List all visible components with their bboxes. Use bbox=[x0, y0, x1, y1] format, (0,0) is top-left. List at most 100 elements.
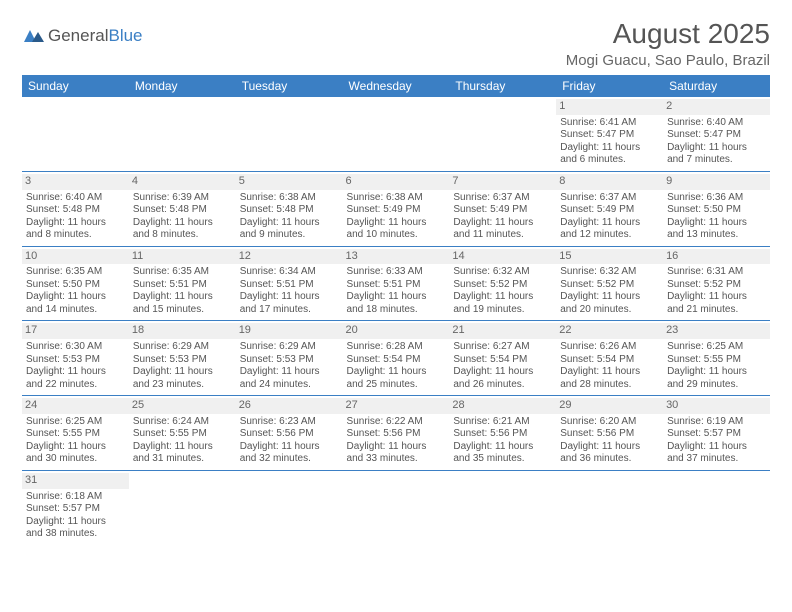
sunrise-text: Sunrise: 6:31 AM bbox=[667, 266, 766, 279]
weekday-header: Tuesday bbox=[236, 75, 343, 97]
calendar-cell: 15Sunrise: 6:32 AMSunset: 5:52 PMDayligh… bbox=[556, 246, 663, 321]
calendar-cell: 30Sunrise: 6:19 AMSunset: 5:57 PMDayligh… bbox=[663, 396, 770, 471]
daylight-text: Daylight: 11 hours and 15 minutes. bbox=[133, 291, 232, 316]
sunset-text: Sunset: 5:54 PM bbox=[453, 354, 552, 367]
logo-word-2: Blue bbox=[108, 26, 142, 45]
calendar-body: 1Sunrise: 6:41 AMSunset: 5:47 PMDaylight… bbox=[22, 97, 770, 545]
day-number: 31 bbox=[22, 473, 129, 489]
sunrise-text: Sunrise: 6:18 AM bbox=[26, 491, 125, 504]
calendar-cell: 4Sunrise: 6:39 AMSunset: 5:48 PMDaylight… bbox=[129, 171, 236, 246]
sunset-text: Sunset: 5:53 PM bbox=[26, 354, 125, 367]
sunrise-text: Sunrise: 6:22 AM bbox=[347, 416, 446, 429]
day-number: 17 bbox=[22, 323, 129, 339]
sunrise-text: Sunrise: 6:32 AM bbox=[560, 266, 659, 279]
day-number: 20 bbox=[343, 323, 450, 339]
sunset-text: Sunset: 5:51 PM bbox=[133, 279, 232, 292]
daylight-text: Daylight: 11 hours and 29 minutes. bbox=[667, 366, 766, 391]
daylight-text: Daylight: 11 hours and 20 minutes. bbox=[560, 291, 659, 316]
sunrise-text: Sunrise: 6:36 AM bbox=[667, 192, 766, 205]
sunset-text: Sunset: 5:53 PM bbox=[240, 354, 339, 367]
calendar-cell: 26Sunrise: 6:23 AMSunset: 5:56 PMDayligh… bbox=[236, 396, 343, 471]
daylight-text: Daylight: 11 hours and 28 minutes. bbox=[560, 366, 659, 391]
calendar-cell: 14Sunrise: 6:32 AMSunset: 5:52 PMDayligh… bbox=[449, 246, 556, 321]
sunset-text: Sunset: 5:51 PM bbox=[240, 279, 339, 292]
calendar-cell: 1Sunrise: 6:41 AMSunset: 5:47 PMDaylight… bbox=[556, 97, 663, 171]
sunrise-text: Sunrise: 6:37 AM bbox=[560, 192, 659, 205]
weekday-header: Saturday bbox=[663, 75, 770, 97]
page-title: August 2025 bbox=[566, 18, 770, 50]
calendar-cell: 7Sunrise: 6:37 AMSunset: 5:49 PMDaylight… bbox=[449, 171, 556, 246]
sunset-text: Sunset: 5:56 PM bbox=[453, 428, 552, 441]
sunset-text: Sunset: 5:50 PM bbox=[26, 279, 125, 292]
day-number: 13 bbox=[343, 249, 450, 265]
sunset-text: Sunset: 5:49 PM bbox=[560, 204, 659, 217]
day-number: 16 bbox=[663, 249, 770, 265]
daylight-text: Daylight: 11 hours and 11 minutes. bbox=[453, 217, 552, 242]
day-number: 12 bbox=[236, 249, 343, 265]
day-number: 18 bbox=[129, 323, 236, 339]
sunrise-text: Sunrise: 6:40 AM bbox=[26, 192, 125, 205]
weekday-row: SundayMondayTuesdayWednesdayThursdayFrid… bbox=[22, 75, 770, 97]
calendar-cell: 5Sunrise: 6:38 AMSunset: 5:48 PMDaylight… bbox=[236, 171, 343, 246]
title-block: August 2025 Mogi Guacu, Sao Paulo, Brazi… bbox=[566, 18, 770, 69]
calendar-head: SundayMondayTuesdayWednesdayThursdayFrid… bbox=[22, 75, 770, 97]
logo-icon bbox=[22, 26, 46, 46]
sunset-text: Sunset: 5:55 PM bbox=[26, 428, 125, 441]
day-number: 7 bbox=[449, 174, 556, 190]
daylight-text: Daylight: 11 hours and 19 minutes. bbox=[453, 291, 552, 316]
calendar-row: 31Sunrise: 6:18 AMSunset: 5:57 PMDayligh… bbox=[22, 470, 770, 544]
day-number: 10 bbox=[22, 249, 129, 265]
daylight-text: Daylight: 11 hours and 13 minutes. bbox=[667, 217, 766, 242]
calendar-cell: 12Sunrise: 6:34 AMSunset: 5:51 PMDayligh… bbox=[236, 246, 343, 321]
calendar-cell: 20Sunrise: 6:28 AMSunset: 5:54 PMDayligh… bbox=[343, 321, 450, 396]
calendar-cell: 27Sunrise: 6:22 AMSunset: 5:56 PMDayligh… bbox=[343, 396, 450, 471]
calendar-cell: 8Sunrise: 6:37 AMSunset: 5:49 PMDaylight… bbox=[556, 171, 663, 246]
calendar-cell: 9Sunrise: 6:36 AMSunset: 5:50 PMDaylight… bbox=[663, 171, 770, 246]
calendar-cell bbox=[22, 97, 129, 171]
daylight-text: Daylight: 11 hours and 7 minutes. bbox=[667, 142, 766, 167]
daylight-text: Daylight: 11 hours and 14 minutes. bbox=[26, 291, 125, 316]
sunset-text: Sunset: 5:48 PM bbox=[133, 204, 232, 217]
calendar-row: 10Sunrise: 6:35 AMSunset: 5:50 PMDayligh… bbox=[22, 246, 770, 321]
calendar-cell bbox=[236, 97, 343, 171]
calendar-cell: 6Sunrise: 6:38 AMSunset: 5:49 PMDaylight… bbox=[343, 171, 450, 246]
calendar-cell bbox=[449, 470, 556, 544]
daylight-text: Daylight: 11 hours and 8 minutes. bbox=[133, 217, 232, 242]
sunrise-text: Sunrise: 6:20 AM bbox=[560, 416, 659, 429]
day-number: 3 bbox=[22, 174, 129, 190]
day-number: 11 bbox=[129, 249, 236, 265]
sunset-text: Sunset: 5:54 PM bbox=[347, 354, 446, 367]
sunrise-text: Sunrise: 6:24 AM bbox=[133, 416, 232, 429]
sunrise-text: Sunrise: 6:37 AM bbox=[453, 192, 552, 205]
sunrise-text: Sunrise: 6:25 AM bbox=[667, 341, 766, 354]
daylight-text: Daylight: 11 hours and 30 minutes. bbox=[26, 441, 125, 466]
weekday-header: Friday bbox=[556, 75, 663, 97]
sunrise-text: Sunrise: 6:29 AM bbox=[133, 341, 232, 354]
calendar-cell: 16Sunrise: 6:31 AMSunset: 5:52 PMDayligh… bbox=[663, 246, 770, 321]
header: GeneralBlue August 2025 Mogi Guacu, Sao … bbox=[22, 18, 770, 69]
sunrise-text: Sunrise: 6:25 AM bbox=[26, 416, 125, 429]
daylight-text: Daylight: 11 hours and 18 minutes. bbox=[347, 291, 446, 316]
day-number: 24 bbox=[22, 398, 129, 414]
sunset-text: Sunset: 5:55 PM bbox=[667, 354, 766, 367]
sunset-text: Sunset: 5:54 PM bbox=[560, 354, 659, 367]
day-number: 8 bbox=[556, 174, 663, 190]
sunset-text: Sunset: 5:48 PM bbox=[26, 204, 125, 217]
weekday-header: Monday bbox=[129, 75, 236, 97]
day-number: 25 bbox=[129, 398, 236, 414]
sunrise-text: Sunrise: 6:27 AM bbox=[453, 341, 552, 354]
calendar-cell: 22Sunrise: 6:26 AMSunset: 5:54 PMDayligh… bbox=[556, 321, 663, 396]
daylight-text: Daylight: 11 hours and 36 minutes. bbox=[560, 441, 659, 466]
sunrise-text: Sunrise: 6:30 AM bbox=[26, 341, 125, 354]
daylight-text: Daylight: 11 hours and 35 minutes. bbox=[453, 441, 552, 466]
day-number: 1 bbox=[556, 99, 663, 115]
day-number: 26 bbox=[236, 398, 343, 414]
daylight-text: Daylight: 11 hours and 22 minutes. bbox=[26, 366, 125, 391]
calendar-cell bbox=[343, 470, 450, 544]
daylight-text: Daylight: 11 hours and 37 minutes. bbox=[667, 441, 766, 466]
daylight-text: Daylight: 11 hours and 24 minutes. bbox=[240, 366, 339, 391]
sunset-text: Sunset: 5:48 PM bbox=[240, 204, 339, 217]
calendar-cell: 19Sunrise: 6:29 AMSunset: 5:53 PMDayligh… bbox=[236, 321, 343, 396]
calendar-cell bbox=[129, 97, 236, 171]
day-number: 5 bbox=[236, 174, 343, 190]
